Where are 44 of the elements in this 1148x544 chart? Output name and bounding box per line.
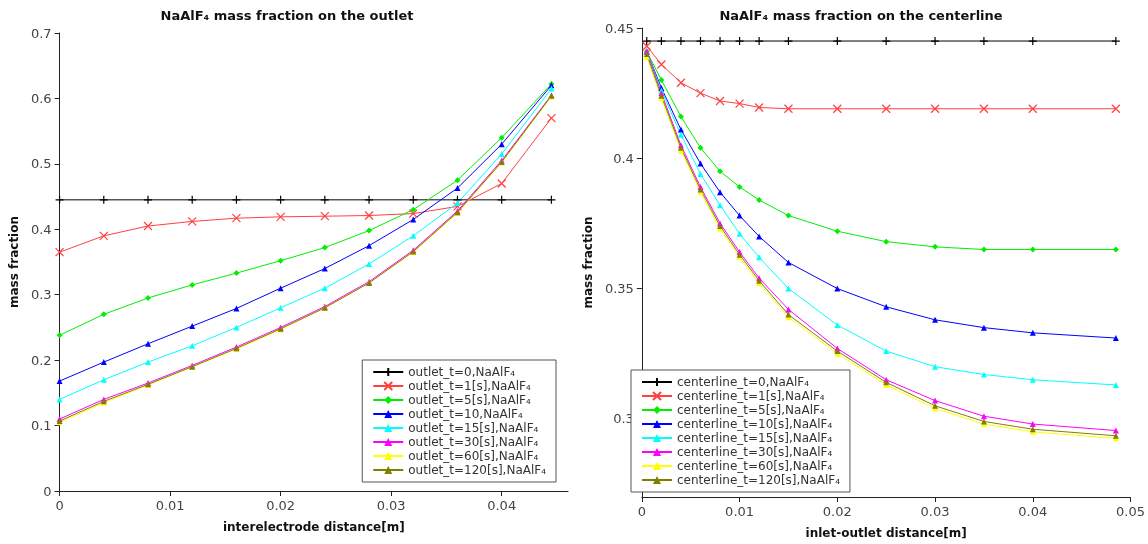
- legend-label: outlet_t=15[s],NaAlF₄: [408, 421, 539, 435]
- x-tick-label: 0: [55, 498, 64, 513]
- legend-label: outlet_t=60[s],NaAlF₄: [408, 449, 539, 463]
- legend-label: outlet_t=1[s],NaAlF₄: [408, 379, 531, 393]
- legend-label: outlet_t=30[s],NaAlF₄: [408, 435, 539, 449]
- y-tick-label: 0.4: [30, 221, 52, 237]
- legend-label: outlet_t=10,NaAlF₄: [408, 407, 523, 421]
- x-tick-label: 0.03: [920, 504, 950, 519]
- y-axis-title: mass fraction: [7, 215, 21, 309]
- x-tick-label: 0.02: [822, 504, 852, 519]
- x-tick-label: 0.04: [1018, 504, 1048, 519]
- legend-label: centerline_t=0,NaAlF₄: [677, 375, 810, 389]
- x-tick-label: 0.01: [155, 498, 185, 513]
- legend-label: centerline_t=10[s],NaAlF₄: [677, 417, 833, 431]
- x-tick-label: 0.02: [266, 498, 296, 513]
- chart-title: NaAlF₄ mass fraction on the centerline: [719, 8, 1003, 23]
- legend-label: outlet_t=120[s],NaAlF₄: [408, 463, 547, 477]
- x-axis-title: interelectrode distance[m]: [222, 520, 405, 534]
- y-tick-label: 0.45: [604, 20, 634, 36]
- chart-title: NaAlF₄ mass fraction on the outlet: [160, 8, 414, 23]
- x-tick-label: 0.03: [376, 498, 406, 513]
- y-tick-label: 0.3: [30, 287, 52, 303]
- legend-label: centerline_t=15[s],NaAlF₄: [677, 431, 833, 445]
- y-tick-label: 0.1: [30, 418, 52, 434]
- legend-label: centerline_t=1[s],NaAlF₄: [677, 389, 825, 403]
- x-axis-title: inlet-outlet distance[m]: [805, 526, 967, 540]
- x-tick-label: 0.05: [1116, 504, 1145, 519]
- legend-label: centerline_t=120[s],NaAlF₄: [677, 473, 841, 487]
- legend-label: centerline_t=30[s],NaAlF₄: [677, 445, 833, 459]
- legend-label: centerline_t=60[s],NaAlF₄: [677, 459, 833, 473]
- x-tick-label: 0: [637, 504, 646, 519]
- legend-label: outlet_t=0,NaAlF₄: [408, 365, 516, 379]
- y-tick-label: 0.2: [30, 352, 52, 368]
- y-tick-label: 0.35: [604, 281, 634, 297]
- x-tick-label: 0.04: [487, 498, 517, 513]
- y-tick-label: 0.6: [30, 90, 52, 106]
- y-axis-title: mass fraction: [581, 216, 595, 309]
- legend-label: outlet_t=5[s],NaAlF₄: [408, 393, 531, 407]
- y-tick-label: 0: [43, 483, 52, 499]
- legend-label: centerline_t=5[s],NaAlF₄: [677, 403, 825, 417]
- y-tick-label: 0.7: [30, 25, 52, 41]
- x-tick-label: 0.01: [725, 504, 755, 519]
- y-tick-label: 0.5: [30, 156, 52, 172]
- y-tick-label: 0.4: [613, 150, 634, 166]
